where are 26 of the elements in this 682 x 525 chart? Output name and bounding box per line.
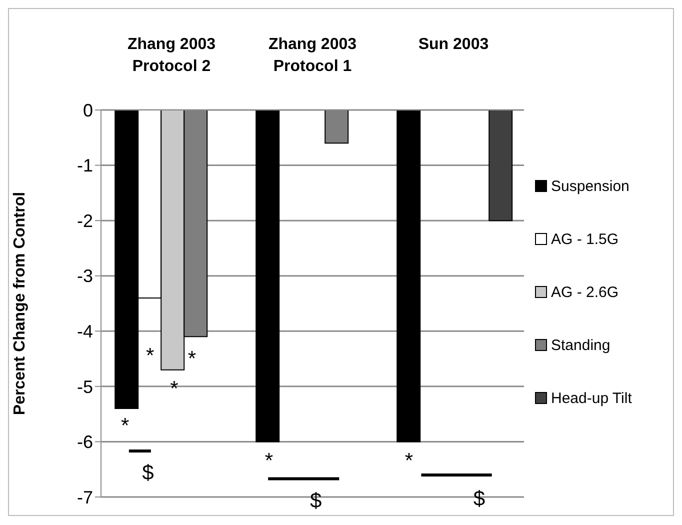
annotation: * (146, 344, 154, 368)
legend-label: Head-up Tilt (551, 390, 632, 406)
y-tick-label: -6 (76, 432, 93, 452)
x-tick-label: Sun 2003 (418, 36, 489, 53)
legend-label: Suspension (551, 178, 630, 194)
annotation: * (121, 414, 130, 438)
x-tick-label: Zhang 2003 Protocol 2 (127, 36, 216, 75)
y-tick-label: -3 (76, 266, 93, 286)
annotation: $ (142, 462, 154, 485)
y-axis-title: Percent Change from Control (12, 192, 29, 416)
legend-label: Standing (551, 336, 610, 354)
legend-label: AG - 1.5G (551, 230, 619, 248)
annotation: * (188, 347, 196, 370)
y-tick-label: -4 (76, 322, 93, 342)
annotation: * (404, 450, 414, 473)
annotation: $ (473, 487, 486, 510)
legend-label: AG - 2.6G (551, 284, 619, 300)
annotation: * (264, 450, 274, 473)
y-tick-label: -7 (76, 487, 93, 508)
annotation: * (170, 378, 178, 401)
y-tick-label: -1 (76, 156, 93, 176)
y-tick-label: -5 (76, 376, 93, 397)
y-tick-label: -2 (76, 210, 93, 231)
annotation: $ (310, 489, 322, 512)
x-tick-label: Zhang 2003 Protocol 1 (268, 36, 357, 75)
y-tick-label: 0 (82, 100, 93, 120)
